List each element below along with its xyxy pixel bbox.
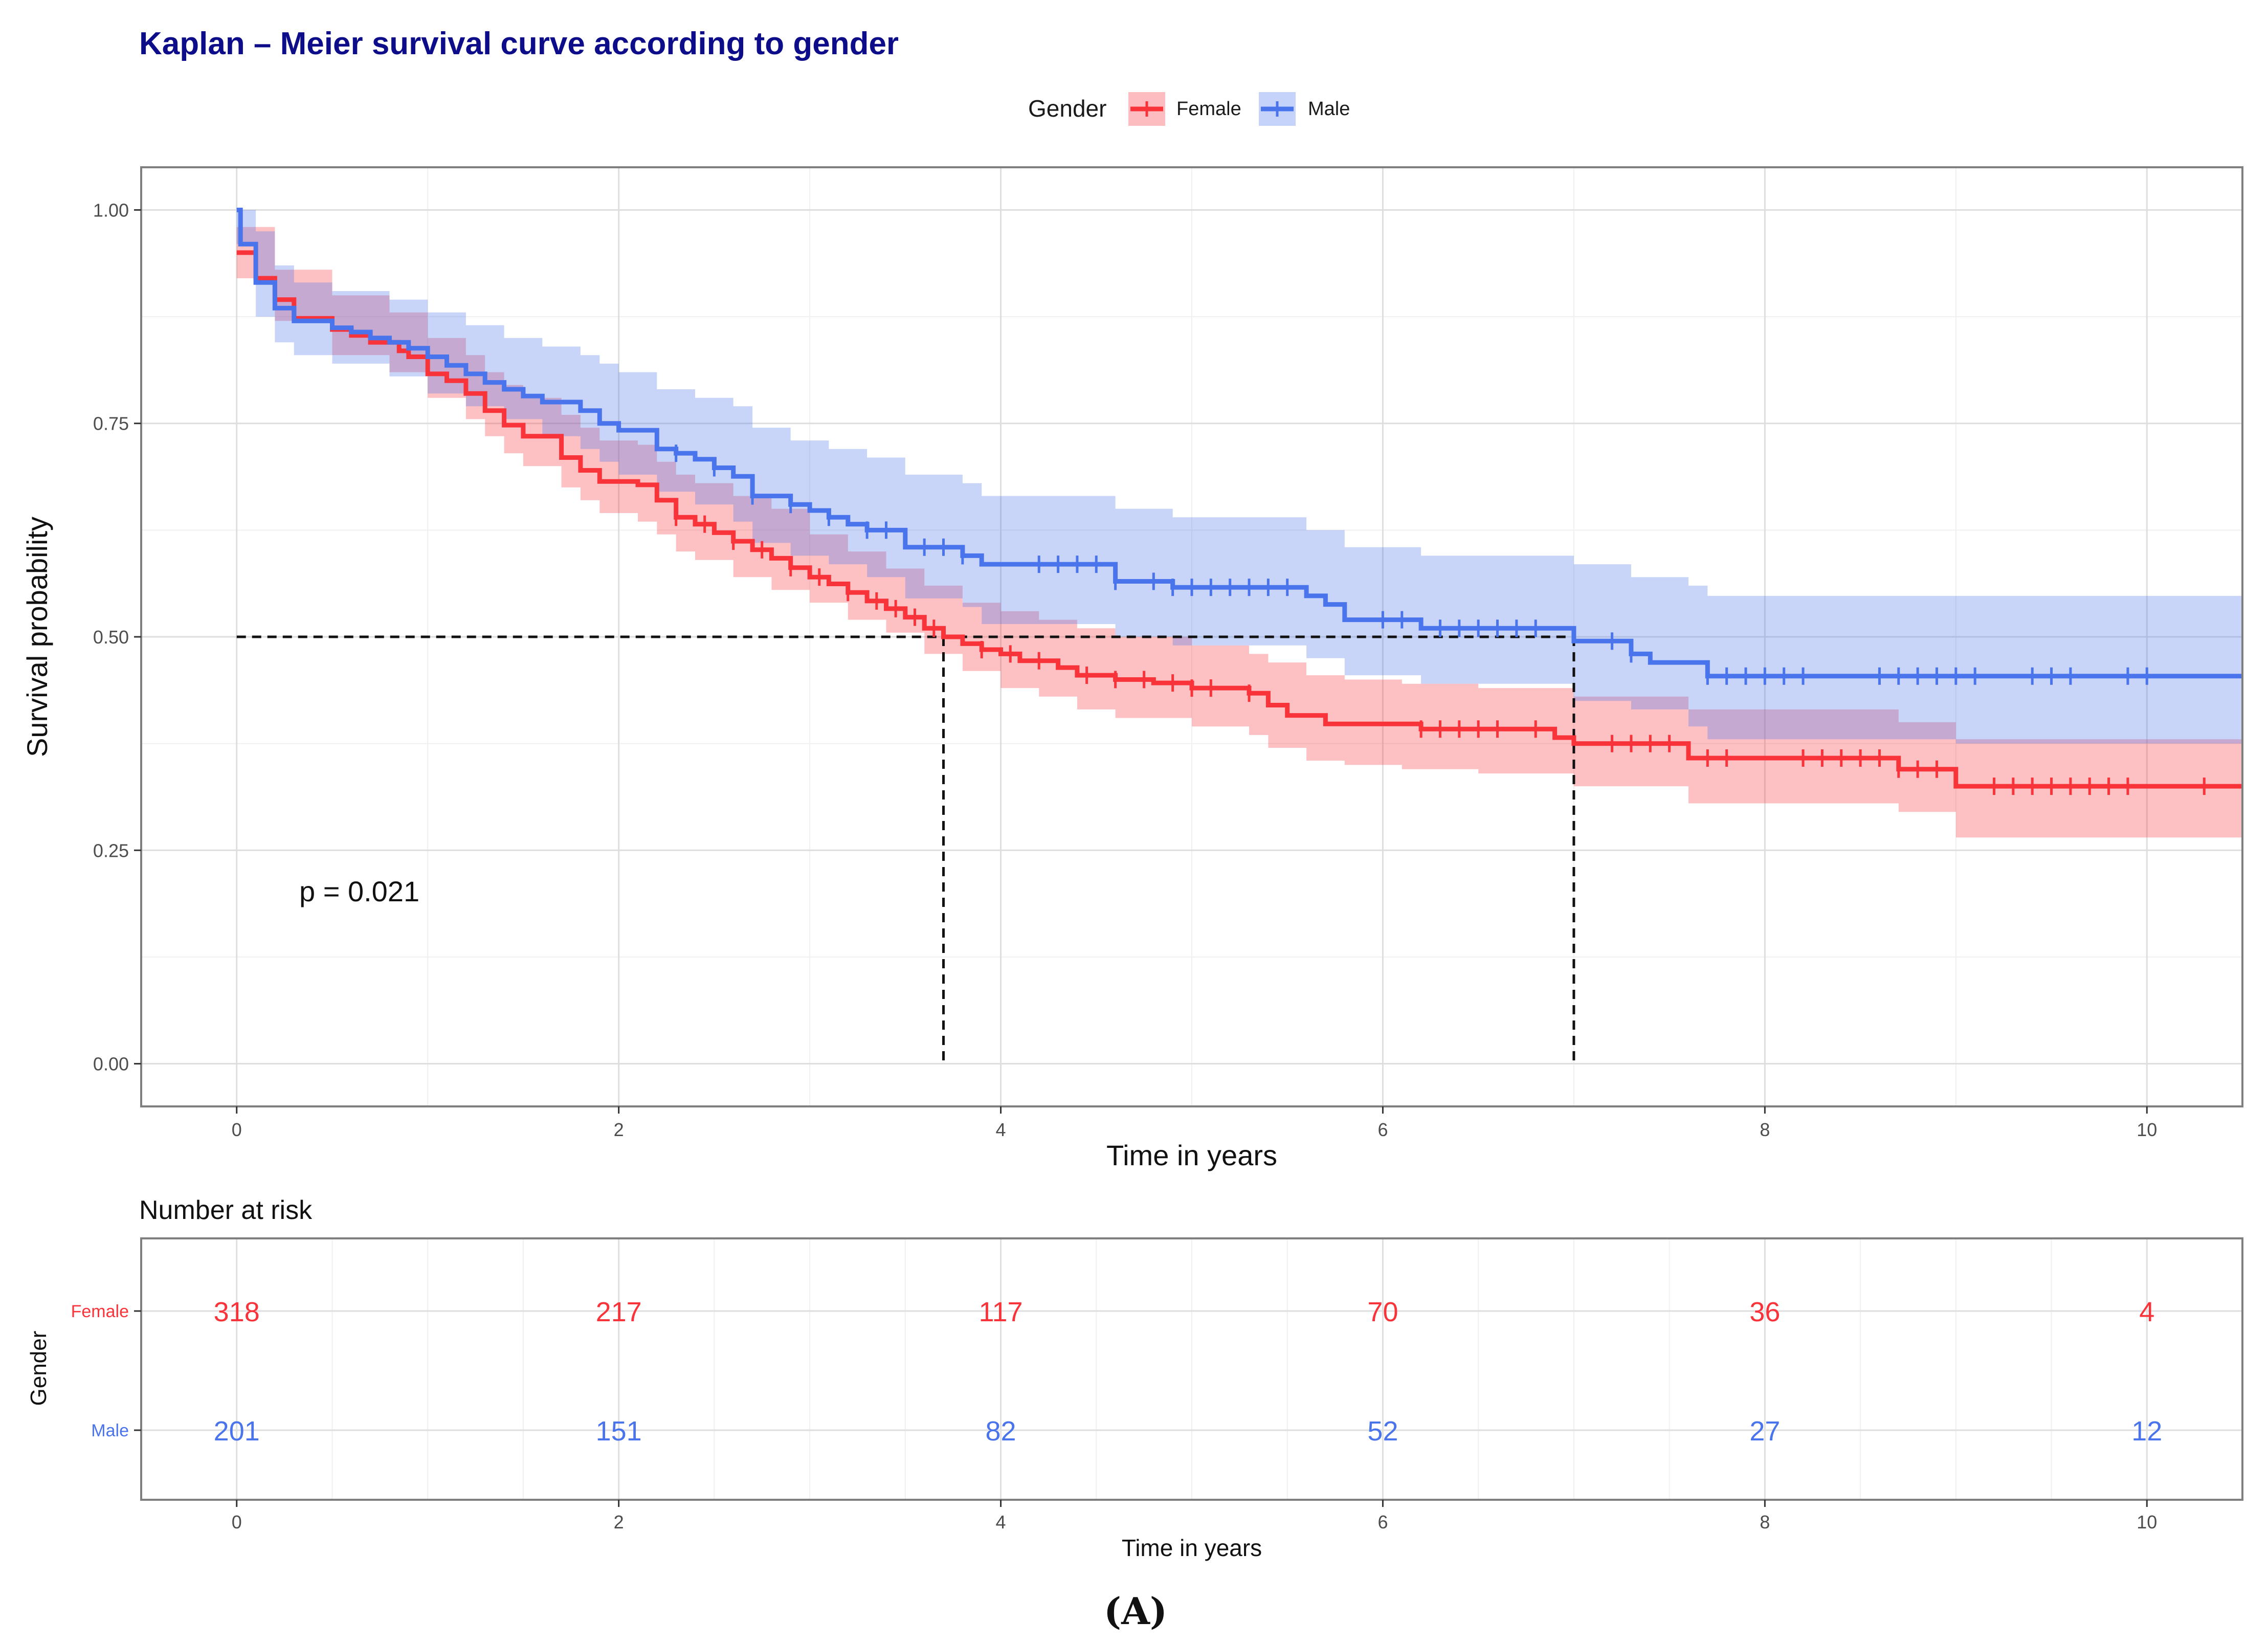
risk-count-female: 70 xyxy=(1367,1297,1398,1327)
p-value-annotation: p = 0.021 xyxy=(299,875,419,907)
x-tick-label: 2 xyxy=(614,1119,624,1140)
risk-row-label-male: Male xyxy=(91,1421,129,1440)
legend: Gender Female Male xyxy=(1028,92,1350,126)
figure-caption: (A) xyxy=(1104,1589,1167,1633)
risk-count-male: 52 xyxy=(1367,1416,1398,1447)
risk-x-tick-label: 8 xyxy=(1760,1512,1770,1533)
x-tick-label: 10 xyxy=(2137,1119,2157,1140)
survival-curve-male xyxy=(236,208,2242,679)
risk-count-male: 151 xyxy=(596,1416,642,1447)
y-tick-label: 0.00 xyxy=(93,1054,129,1075)
risk-x-tick-label: 2 xyxy=(614,1512,624,1533)
risk-x-tick-label: 4 xyxy=(996,1512,1006,1533)
risk-table-title: Number at risk xyxy=(139,1195,313,1225)
legend-title: Gender xyxy=(1028,95,1106,122)
y-axis-title: Survival probability xyxy=(21,517,53,757)
censor-marks xyxy=(675,445,2206,795)
risk-count-female: 4 xyxy=(2139,1297,2154,1327)
risk-count-female: 217 xyxy=(596,1297,642,1327)
risk-panel-border xyxy=(140,1237,2243,1501)
ci-band-male xyxy=(236,210,2243,744)
risk-count-male: 27 xyxy=(1749,1416,1780,1447)
x-tick-label: 0 xyxy=(232,1119,242,1140)
ci-band-female xyxy=(236,227,2243,838)
chart-title: Kaplan – Meier survival curve according … xyxy=(139,26,899,61)
risk-count-male: 201 xyxy=(214,1416,260,1447)
legend-label-female: Female xyxy=(1176,98,1241,120)
risk-table: Female 318 217 117 70 36 4 Male 201 151 82 52 27 12 0 2… xyxy=(71,1297,2163,1533)
y-tick-label: 0.75 xyxy=(93,413,129,434)
risk-x-axis-title: Time in years xyxy=(1122,1535,1262,1561)
confidence-bands xyxy=(236,210,2243,838)
risk-table-grid xyxy=(141,1238,2243,1500)
x-tick-label: 4 xyxy=(996,1119,1006,1140)
risk-y-axis-title: Gender xyxy=(26,1331,51,1406)
median-survival-lines xyxy=(236,635,1575,1064)
risk-count-male: 12 xyxy=(2131,1416,2162,1447)
risk-row-label-female: Female xyxy=(71,1302,129,1321)
y-tick-label: 0.50 xyxy=(93,627,129,648)
x-axis-title: Time in years xyxy=(1106,1139,1277,1171)
risk-count-male: 82 xyxy=(986,1416,1016,1447)
y-tick-label: 1.00 xyxy=(93,199,129,220)
x-tick-label: 6 xyxy=(1377,1119,1388,1140)
risk-x-tick-label: 0 xyxy=(232,1512,242,1533)
x-tick-label: 8 xyxy=(1760,1119,1770,1140)
legend-label-male: Male xyxy=(1308,98,1350,120)
survival-curve-female xyxy=(236,250,2242,789)
risk-x-tick-label: 6 xyxy=(1377,1512,1388,1533)
main-axes: 0 2 4 6 8 10 0.00 0.25 0.50 0.75 1.00 xyxy=(93,199,2157,1140)
risk-count-female: 117 xyxy=(979,1297,1022,1327)
risk-count-female: 36 xyxy=(1749,1297,1780,1327)
y-tick-label: 0.25 xyxy=(93,840,129,861)
risk-count-female: 318 xyxy=(214,1297,260,1327)
risk-x-tick-label: 10 xyxy=(2137,1512,2157,1533)
survival-curves xyxy=(236,208,2242,789)
